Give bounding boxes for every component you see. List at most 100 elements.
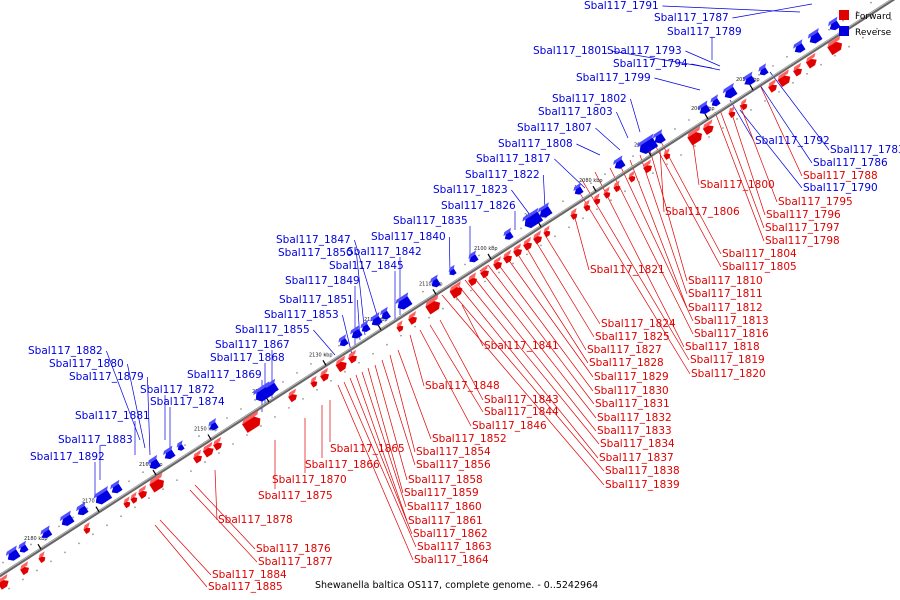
reverse-gene-label[interactable]: Sbal117_1835 (393, 215, 468, 227)
reverse-gene-label[interactable]: Sbal117_1822 (465, 169, 540, 181)
reverse-gene-label[interactable]: Sbal117_1801 (533, 45, 608, 57)
reverse-gene-feature[interactable] (348, 324, 364, 340)
forward-gene-feature[interactable] (582, 199, 594, 212)
forward-gene-feature[interactable] (122, 496, 134, 509)
reverse-gene-feature[interactable] (108, 479, 124, 495)
forward-gene-feature[interactable] (739, 98, 751, 111)
forward-gene-label[interactable]: Sbal117_1852 (432, 433, 507, 445)
reverse-gene-feature[interactable] (207, 418, 221, 432)
reverse-gene-feature[interactable] (502, 227, 516, 242)
forward-gene-feature[interactable] (532, 230, 546, 245)
forward-gene-label[interactable]: Sbal117_1860 (407, 501, 482, 513)
forward-gene-label[interactable]: Sbal117_1825 (595, 331, 670, 343)
reverse-gene-feature[interactable] (791, 39, 807, 54)
reverse-gene-label[interactable]: Sbal117_1867 (215, 339, 290, 351)
reverse-gene-label[interactable]: Sbal117_1817 (476, 153, 551, 165)
forward-gene-label[interactable]: Sbal117_1870 (272, 474, 347, 486)
forward-gene-label[interactable]: Sbal117_1830 (594, 385, 669, 397)
forward-gene-feature[interactable] (148, 472, 169, 493)
reverse-gene-feature[interactable] (521, 207, 546, 230)
reverse-gene-label[interactable]: Sbal117_1853 (264, 309, 339, 321)
forward-gene-label[interactable]: Sbal117_1838 (605, 465, 680, 477)
forward-gene-feature[interactable] (347, 349, 361, 364)
forward-gene-label[interactable]: Sbal117_1806 (665, 206, 740, 218)
forward-gene-label[interactable]: Sbal117_1834 (600, 438, 675, 450)
reverse-gene-feature[interactable] (359, 320, 373, 334)
reverse-gene-label[interactable]: Sbal117_1823 (433, 184, 508, 196)
reverse-gene-feature[interactable] (58, 510, 77, 528)
forward-gene-label[interactable]: Sbal117_1811 (688, 288, 763, 300)
forward-gene-label[interactable]: Sbal117_1837 (599, 452, 674, 464)
reverse-gene-label[interactable]: Sbal117_1808 (498, 138, 573, 150)
forward-gene-label[interactable]: Sbal117_1831 (595, 398, 670, 410)
forward-gene-feature[interactable] (395, 320, 407, 333)
reverse-gene-feature[interactable] (74, 501, 90, 517)
forward-gene-feature[interactable] (334, 355, 351, 373)
forward-gene-feature[interactable] (201, 441, 217, 458)
reverse-gene-feature[interactable] (337, 334, 351, 348)
reverse-gene-label[interactable]: Sbal117_1789 (667, 26, 742, 38)
forward-gene-label[interactable]: Sbal117_1821 (590, 264, 665, 276)
forward-gene-label[interactable]: Sbal117_1859 (404, 487, 479, 499)
forward-gene-feature[interactable] (512, 243, 526, 258)
forward-gene-label[interactable]: Sbal117_1884 (212, 569, 287, 581)
reverse-gene-label[interactable]: Sbal117_1799 (576, 72, 651, 84)
forward-gene-label[interactable]: Sbal117_1833 (597, 425, 672, 437)
forward-gene-feature[interactable] (492, 256, 506, 271)
reverse-gene-label[interactable]: Sbal117_1783 (830, 144, 900, 156)
forward-gene-feature[interactable] (627, 170, 639, 183)
reverse-gene-feature[interactable] (709, 94, 723, 108)
reverse-gene-feature[interactable] (161, 445, 177, 461)
forward-gene-label[interactable]: Sbal117_1843 (484, 394, 559, 406)
forward-gene-label[interactable]: Sbal117_1827 (587, 344, 662, 356)
reverse-gene-label[interactable]: Sbal117_1847 (276, 234, 351, 246)
forward-gene-feature[interactable] (686, 125, 707, 146)
reverse-gene-feature[interactable] (741, 71, 757, 86)
reverse-gene-label[interactable]: Sbal117_1892 (30, 451, 105, 463)
forward-gene-label[interactable]: Sbal117_1812 (688, 302, 763, 314)
reverse-gene-feature[interactable] (806, 28, 825, 45)
forward-gene-feature[interactable] (192, 449, 206, 464)
reverse-gene-feature[interactable] (721, 82, 740, 100)
forward-gene-feature[interactable] (569, 208, 581, 220)
forward-gene-feature[interactable] (241, 410, 266, 433)
forward-gene-label[interactable]: Sbal117_1885 (208, 581, 283, 593)
reverse-gene-feature[interactable] (39, 525, 55, 540)
reverse-gene-label[interactable]: Sbal117_1793 (607, 45, 682, 57)
reverse-gene-label[interactable]: Sbal117_1786 (813, 157, 888, 169)
reverse-gene-feature[interactable] (264, 378, 281, 395)
forward-gene-feature[interactable] (767, 78, 781, 93)
forward-gene-feature[interactable] (448, 280, 467, 299)
forward-gene-feature[interactable] (0, 573, 13, 590)
reverse-gene-label[interactable]: Sbal117_1849 (285, 275, 360, 287)
forward-gene-label[interactable]: Sbal117_1788 (803, 170, 878, 182)
forward-gene-feature[interactable] (826, 35, 847, 56)
forward-gene-label[interactable]: Sbal117_1866 (305, 459, 380, 471)
forward-gene-label[interactable]: Sbal117_1844 (484, 406, 559, 418)
forward-gene-label[interactable]: Sbal117_1875 (258, 490, 333, 502)
reverse-gene-label[interactable]: Sbal117_1850 (278, 247, 353, 259)
reverse-gene-label[interactable]: Sbal117_1874 (150, 396, 225, 408)
forward-gene-feature[interactable] (407, 311, 421, 325)
forward-gene-label[interactable]: Sbal117_1854 (416, 446, 491, 458)
reverse-gene-feature[interactable] (175, 440, 187, 452)
reverse-gene-label[interactable]: Sbal117_1790 (803, 182, 878, 194)
reverse-gene-feature[interactable] (394, 292, 415, 311)
forward-gene-label[interactable]: Sbal117_1813 (694, 315, 769, 327)
reverse-gene-label[interactable]: Sbal117_1842 (347, 246, 422, 258)
forward-gene-feature[interactable] (82, 522, 94, 535)
reverse-gene-label[interactable]: Sbal117_1807 (517, 122, 592, 134)
reverse-gene-label[interactable]: Sbal117_1845 (329, 260, 404, 272)
forward-gene-feature[interactable] (792, 62, 806, 77)
forward-gene-feature[interactable] (602, 186, 614, 199)
forward-gene-label[interactable]: Sbal117_1876 (256, 543, 331, 555)
forward-gene-feature[interactable] (662, 148, 674, 160)
forward-gene-feature[interactable] (212, 436, 226, 451)
reverse-gene-label[interactable]: Sbal117_1879 (69, 371, 144, 383)
forward-gene-feature[interactable] (129, 491, 141, 504)
reverse-gene-label[interactable]: Sbal117_1791 (584, 0, 659, 12)
reverse-gene-label[interactable]: Sbal117_1787 (654, 12, 729, 24)
reverse-gene-feature[interactable] (611, 155, 627, 170)
reverse-gene-feature[interactable] (467, 250, 481, 264)
forward-gene-feature[interactable] (319, 367, 333, 382)
